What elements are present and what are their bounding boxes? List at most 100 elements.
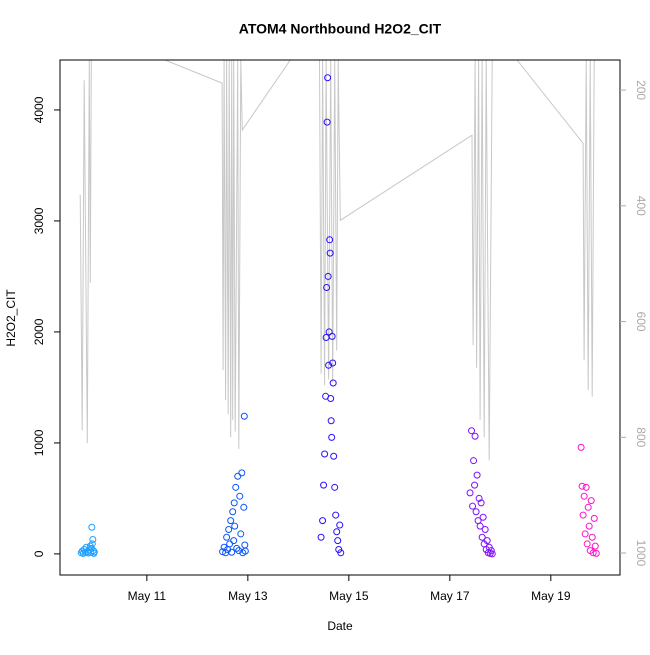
point [234,472,242,480]
point [319,517,327,525]
point [581,530,589,538]
point [229,508,237,516]
point [89,547,97,555]
point [587,497,595,505]
y-tick-label: 4000 [32,96,46,123]
point [241,547,249,555]
point [88,523,96,531]
point [487,547,495,555]
x-tick-label: May 11 [128,589,167,603]
point [327,395,335,403]
point [328,433,336,441]
point [320,481,328,489]
point [592,549,600,557]
pressure-line [79,60,595,461]
y2-tick-label: 800 [634,427,648,447]
point [238,469,246,477]
y-tick-label: 1000 [32,429,46,456]
point [321,450,329,458]
point [230,499,238,507]
point [233,544,241,552]
x-tick-label: May 15 [329,589,369,603]
point [470,457,478,465]
point [488,550,496,558]
point [477,499,485,507]
plot-frame [59,59,621,576]
point [337,549,345,557]
point [591,542,599,550]
y-tick-label: 0 [32,550,46,557]
point [588,533,596,541]
point [331,483,339,491]
point [584,503,592,511]
point [226,540,234,548]
point [325,361,333,369]
point [326,236,334,244]
point [240,503,248,511]
point [323,118,331,126]
point [323,284,331,292]
point [471,432,479,440]
point [240,412,248,420]
point [469,502,477,510]
point [336,521,344,529]
y2-tick-label: 600 [634,312,648,332]
point [332,511,340,519]
point [579,511,587,519]
y-axis-label: H2O2_CIT [4,289,18,347]
point [585,522,593,530]
point [330,452,338,460]
point [589,549,597,557]
point [227,517,235,525]
point [578,482,586,490]
point [577,443,585,451]
point [236,492,244,500]
point [228,548,236,556]
point [324,74,332,82]
point [237,530,245,538]
y-tick-label: 3000 [32,207,46,234]
point [466,489,474,497]
point [473,471,481,479]
point [479,513,487,521]
point [481,525,489,533]
x-tick-label: May 17 [430,589,470,603]
point [472,508,480,516]
point [235,547,243,555]
point [88,540,96,548]
point [324,272,332,280]
point [90,548,98,556]
y-tick-label: 2000 [32,318,46,345]
point [590,514,598,522]
point [471,481,479,489]
point [475,494,483,502]
point [583,540,591,548]
point [476,522,484,530]
x-tick-label: May 19 [531,589,571,603]
point [328,332,336,340]
point [89,535,97,543]
y2-tick-label: 400 [634,196,648,216]
point [329,359,337,367]
point [317,533,325,541]
x-axis-label: Date [327,619,353,633]
chart-title: ATOM4 Northbound H2O2_CIT [239,21,442,37]
point [333,528,341,536]
point [327,417,335,425]
point [225,525,233,533]
point [483,537,491,545]
point [231,522,239,530]
point [326,249,334,257]
point [478,533,486,541]
point [580,492,588,500]
point [230,537,238,545]
x-tick-label: May 13 [228,589,268,603]
point [329,379,337,387]
point [223,533,231,541]
point [582,483,590,491]
point [232,483,240,491]
y2-tick-label: 200 [634,80,648,100]
point [334,537,342,545]
